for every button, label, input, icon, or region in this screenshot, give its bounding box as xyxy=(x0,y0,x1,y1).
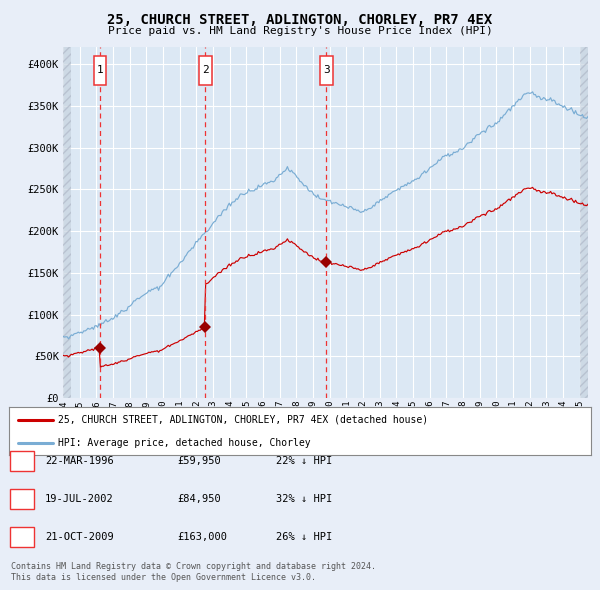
Text: Contains HM Land Registry data © Crown copyright and database right 2024.: Contains HM Land Registry data © Crown c… xyxy=(11,562,376,571)
Text: 2: 2 xyxy=(202,65,209,76)
Text: 3: 3 xyxy=(323,65,330,76)
Text: £163,000: £163,000 xyxy=(177,532,227,542)
Polygon shape xyxy=(63,47,71,398)
Text: 25, CHURCH STREET, ADLINGTON, CHORLEY, PR7 4EX (detached house): 25, CHURCH STREET, ADLINGTON, CHORLEY, P… xyxy=(58,415,428,425)
Text: 2: 2 xyxy=(19,494,25,503)
Text: 25, CHURCH STREET, ADLINGTON, CHORLEY, PR7 4EX: 25, CHURCH STREET, ADLINGTON, CHORLEY, P… xyxy=(107,13,493,27)
Text: 1: 1 xyxy=(19,457,25,466)
Text: £84,950: £84,950 xyxy=(177,494,221,503)
Text: HPI: Average price, detached house, Chorley: HPI: Average price, detached house, Chor… xyxy=(58,438,311,448)
Text: Price paid vs. HM Land Registry's House Price Index (HPI): Price paid vs. HM Land Registry's House … xyxy=(107,26,493,36)
Polygon shape xyxy=(580,47,588,398)
FancyBboxPatch shape xyxy=(320,56,332,85)
Text: £59,950: £59,950 xyxy=(177,457,221,466)
Text: 26% ↓ HPI: 26% ↓ HPI xyxy=(276,532,332,542)
FancyBboxPatch shape xyxy=(199,56,212,85)
Text: 3: 3 xyxy=(19,532,25,542)
Text: 21-OCT-2009: 21-OCT-2009 xyxy=(45,532,114,542)
Text: 1: 1 xyxy=(97,65,103,76)
Text: 22% ↓ HPI: 22% ↓ HPI xyxy=(276,457,332,466)
FancyBboxPatch shape xyxy=(94,56,106,85)
Text: This data is licensed under the Open Government Licence v3.0.: This data is licensed under the Open Gov… xyxy=(11,572,316,582)
Text: 19-JUL-2002: 19-JUL-2002 xyxy=(45,494,114,503)
Text: 32% ↓ HPI: 32% ↓ HPI xyxy=(276,494,332,503)
Text: 22-MAR-1996: 22-MAR-1996 xyxy=(45,457,114,466)
